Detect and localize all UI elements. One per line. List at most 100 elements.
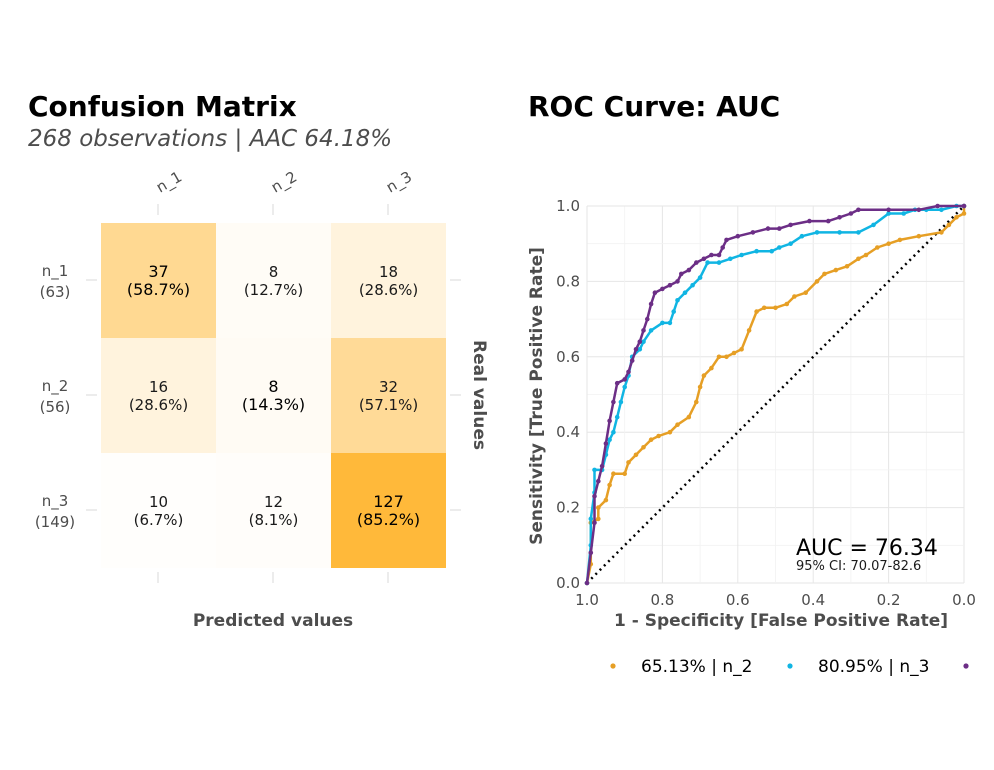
roc-point <box>871 222 876 228</box>
roc-grid <box>586 205 965 584</box>
roc-point <box>886 241 891 246</box>
roc-point <box>660 286 665 292</box>
roc-point <box>701 256 707 262</box>
roc-point <box>761 305 767 311</box>
roc-point <box>611 399 616 405</box>
roc-point <box>607 437 612 443</box>
roc-point <box>897 237 903 243</box>
roc-point <box>701 373 707 378</box>
roc-point <box>814 230 820 235</box>
roc-point <box>603 441 609 446</box>
roc-point <box>614 380 620 386</box>
cm-cell-count: 127 <box>373 492 404 511</box>
roc-point <box>939 207 944 213</box>
roc-point <box>626 369 631 375</box>
roc-point <box>641 445 646 450</box>
roc-title: ROC Curve: AUC <box>528 90 780 123</box>
roc-point <box>607 418 612 424</box>
roc-point <box>599 463 605 469</box>
roc-point <box>856 230 861 235</box>
cm-cell-count: 10 <box>149 493 168 511</box>
roc-y-tick-label: 1.0 <box>556 197 580 215</box>
legend-label-n3: 80.95% | n_3 <box>818 657 929 677</box>
roc-point <box>961 203 967 209</box>
roc-point <box>939 230 944 235</box>
roc-point <box>588 516 594 522</box>
roc-point <box>709 365 714 371</box>
roc-y-tick-label: 0.0 <box>556 574 580 592</box>
cm-cell <box>216 223 331 338</box>
legend-label-n2: 65.13% | n_2 <box>641 657 752 677</box>
roc-point <box>799 233 805 239</box>
cm-row-total: (56) <box>40 398 71 416</box>
roc-point <box>686 267 692 273</box>
roc-point <box>754 309 759 314</box>
roc-point <box>618 399 624 405</box>
cm-row-total: (63) <box>40 283 71 301</box>
cm-column-label: n_1 <box>153 168 186 198</box>
roc-point <box>837 215 842 220</box>
cm-cell-percent: (57.1%) <box>359 396 418 414</box>
roc-point <box>705 260 710 265</box>
roc-point <box>592 467 597 473</box>
roc-point <box>671 309 676 314</box>
roc-panel: ROC Curve: AUC 1.0 0.8 0.6 0.4 0.2 0.0 0.0 0.2 0… <box>527 90 976 677</box>
roc-x-axis-title: 1 - Specificity [False Positive Rate] <box>614 611 948 631</box>
cm-cell-percent: (28.6%) <box>359 281 418 299</box>
roc-x-tick-label: 0.8 <box>650 591 674 609</box>
roc-point <box>660 320 665 326</box>
cm-y-axis-title: Real values <box>469 340 489 450</box>
roc-point <box>961 211 967 216</box>
cm-cell-count: 32 <box>379 378 398 396</box>
cm-column-label: n_2 <box>268 168 301 198</box>
cm-cell <box>101 223 216 338</box>
roc-point <box>697 275 703 280</box>
roc-point <box>697 384 703 390</box>
cm-cell <box>331 453 446 568</box>
roc-point <box>679 271 684 277</box>
roc-point <box>777 226 782 231</box>
roc-point <box>886 207 891 213</box>
roc-point <box>844 264 850 269</box>
roc-point <box>773 305 778 311</box>
roc-point <box>814 279 820 284</box>
roc-point <box>731 350 737 356</box>
roc-point <box>777 245 782 250</box>
cm-cell-percent: (12.7%) <box>244 281 303 299</box>
cm-cell <box>101 453 216 568</box>
roc-point <box>784 301 790 307</box>
cm-row-label: n_3 <box>42 492 69 511</box>
cm-cell-count: 37 <box>148 262 168 281</box>
auc-ci-label: 95% CI: 70.07-82.6 <box>796 559 921 574</box>
roc-point <box>803 290 808 296</box>
roc-reference-diagonal <box>586 205 965 584</box>
roc-x-tick-label: 0.6 <box>726 591 750 609</box>
roc-point <box>596 505 601 510</box>
roc-y-tick-label: 0.6 <box>556 348 580 366</box>
roc-point <box>592 520 597 525</box>
roc-point <box>837 230 842 235</box>
roc-point <box>856 207 861 213</box>
roc-point <box>622 471 627 477</box>
cm-x-axis-title: Predicted values <box>193 611 353 631</box>
roc-point <box>611 471 616 477</box>
roc-point <box>652 290 658 296</box>
roc-y-tick-label: 0.8 <box>556 272 580 290</box>
cm-row-label: n_2 <box>42 377 69 396</box>
cm-row-total: (149) <box>35 513 75 531</box>
roc-curve-third <box>585 204 964 584</box>
roc-point <box>935 203 940 209</box>
roc-point <box>716 260 722 265</box>
cm-cell-percent: (28.6%) <box>129 396 188 414</box>
legend-key-third-series <box>963 663 969 669</box>
roc-point <box>675 422 680 428</box>
roc-point <box>720 245 725 250</box>
cm-cell-percent: (8.1%) <box>249 511 299 529</box>
roc-point <box>637 339 643 345</box>
cm-cell <box>331 223 446 338</box>
roc-point <box>916 207 922 213</box>
roc-y-tick-label: 0.2 <box>556 499 580 517</box>
cm-cell-percent: (14.3%) <box>242 395 305 414</box>
roc-point <box>667 320 673 326</box>
cm-cell <box>331 338 446 453</box>
